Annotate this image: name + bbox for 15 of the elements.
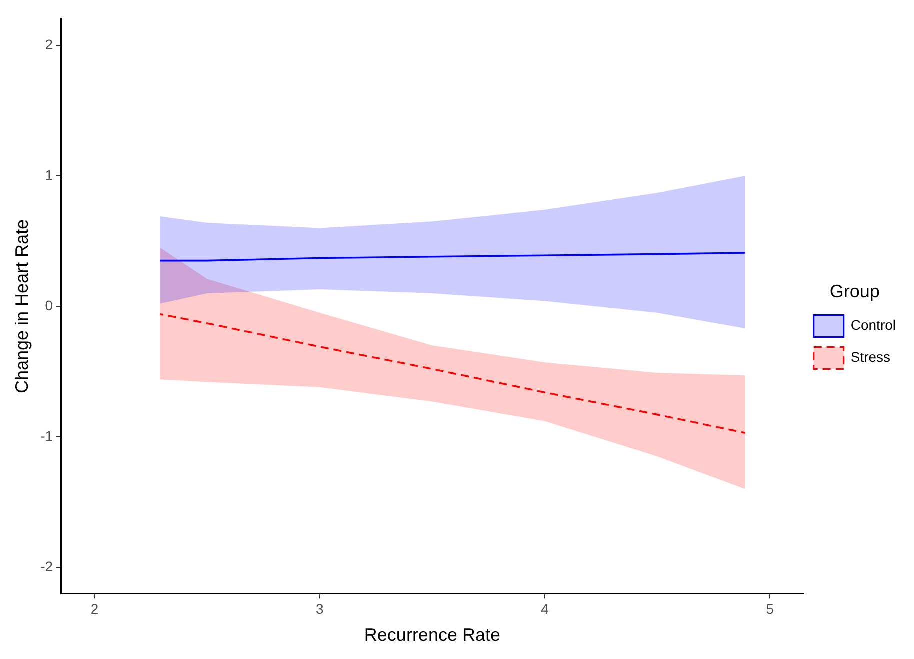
x-tick-label: 2	[90, 600, 99, 617]
y-tick-label: 1	[45, 166, 54, 183]
y-tick-label: 0	[45, 297, 54, 314]
y-tick-label: -1	[40, 428, 54, 444]
legend-label: Stress	[850, 349, 891, 366]
y-tick-label: -2	[40, 558, 54, 574]
y-tick-label: 2	[45, 36, 54, 52]
legend-label: Control	[850, 317, 896, 334]
x-tick-label: 4	[541, 600, 550, 617]
x-tick-label: 3	[316, 600, 324, 617]
line-series	[159, 313, 746, 434]
x-axis-title: Recurrence Rate	[364, 625, 500, 646]
y-axis-title: Change in Heart Rate	[12, 219, 32, 394]
x-tick-label: 5	[766, 600, 774, 617]
legend-title: Group	[830, 282, 880, 302]
